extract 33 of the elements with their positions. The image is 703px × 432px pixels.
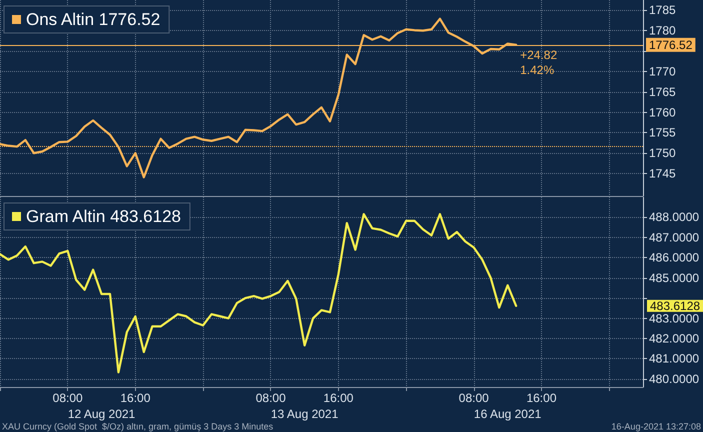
- x-tick-label: 08:00: [458, 391, 490, 405]
- x-tick-label: 12 Aug 2021: [68, 407, 136, 421]
- y-tick-label: 488.0000: [649, 210, 700, 224]
- y-tick-label: 487.0000: [649, 230, 700, 244]
- annotation: +24.82: [520, 48, 558, 62]
- x-tick-label: 16:00: [526, 391, 557, 405]
- y-tick-label: 1745: [649, 166, 676, 181]
- x-tick-label: 16:00: [323, 391, 354, 405]
- y-tick-label: 1750: [649, 146, 676, 160]
- text: 16-Aug-2021 13:27:08: [611, 422, 702, 432]
- annotation: 1.42%: [520, 62, 554, 77]
- x-tick-label: 13 Aug 2021: [270, 407, 339, 421]
- x-tick-label: 08:00: [52, 391, 84, 405]
- y-tick-label: 1760: [649, 105, 676, 120]
- y-tick-label: 486.0000: [649, 250, 700, 265]
- text: 483.6128: [650, 298, 700, 313]
- legend-label: Ons Altin 1776.52: [26, 10, 160, 29]
- y-tick-label: 1755: [649, 126, 676, 140]
- y-tick-label: 1785: [649, 3, 676, 18]
- y-tick-label: 1765: [649, 84, 676, 99]
- text: XAU Curncy (Gold Spot $/Oz) altın, gram, gümüş 3 Days 3 Minutes: [2, 422, 274, 432]
- x-tick-label: 16:00: [120, 391, 151, 405]
- legend-label: Gram Altin 483.6128: [26, 207, 181, 226]
- ref-line-label: 1776.52: [649, 38, 693, 52]
- x-tick-label: 16 Aug 2021: [474, 407, 542, 421]
- y-tick-label: 485.0000: [649, 270, 700, 285]
- y-tick-label: 481.0000: [649, 352, 700, 366]
- y-tick-label: 482.0000: [649, 331, 700, 346]
- y-tick-label: 483.0000: [649, 311, 700, 326]
- y-tick-label: 480.0000: [649, 372, 700, 386]
- y-tick-label: 1770: [649, 64, 676, 78]
- y-tick-label: 1780: [649, 24, 676, 38]
- x-tick-label: 08:00: [256, 391, 286, 405]
